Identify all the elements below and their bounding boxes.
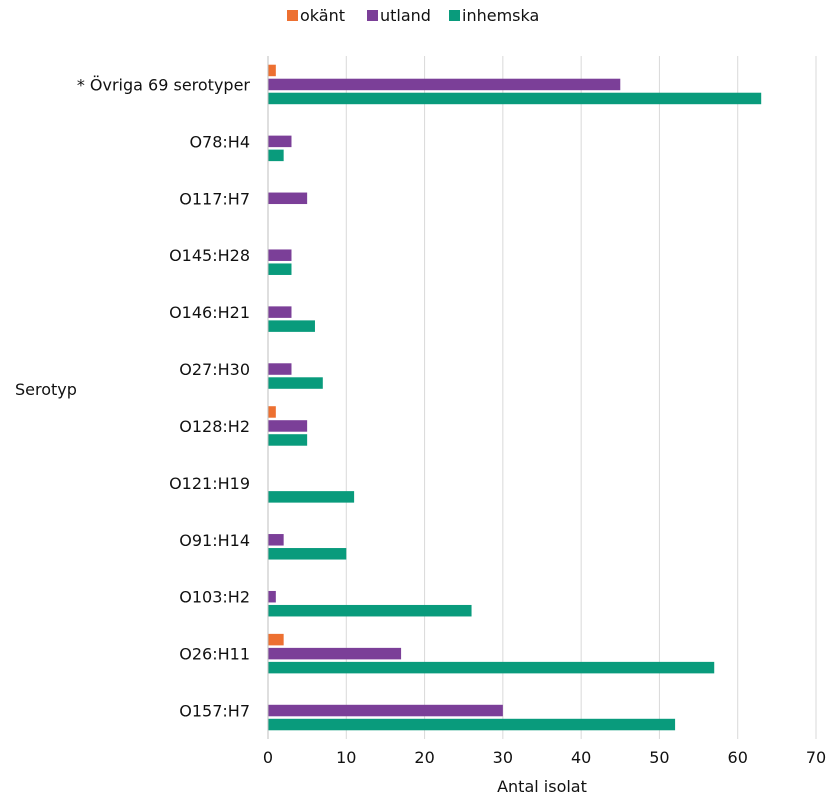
bar-utland <box>268 249 292 261</box>
bar-utland <box>268 192 308 205</box>
category-label: O145:H28 <box>169 246 250 265</box>
bar-inhemska <box>268 377 323 389</box>
bar-utland <box>268 647 402 660</box>
bar-inhemska <box>268 92 762 105</box>
category-label: O26:H11 <box>179 645 250 664</box>
bar-inhemska <box>268 434 308 446</box>
bar-utland <box>268 704 503 717</box>
bar-utland <box>268 135 292 148</box>
legend-swatch-utland <box>367 10 378 21</box>
category-label: O78:H4 <box>189 132 250 151</box>
bar-utland <box>268 590 276 603</box>
bar-inhemska <box>268 149 284 162</box>
category-label: O146:H21 <box>169 303 250 322</box>
category-label: O27:H30 <box>179 360 250 379</box>
gridlines <box>345 56 817 739</box>
bar-utland <box>268 534 284 546</box>
category-label: O121:H19 <box>169 474 250 493</box>
x-tick-label: 20 <box>414 748 434 767</box>
x-axis-title: Antal isolat <box>497 777 587 796</box>
x-tick-label: 50 <box>649 748 669 767</box>
bar-utland <box>268 420 308 432</box>
y-axis-title: Serotyp <box>15 380 77 399</box>
x-tick-labels: 0 10 20 30 40 50 60 70 <box>263 748 826 767</box>
legend-label: utland <box>380 6 431 25</box>
bar-inhemska <box>268 320 315 332</box>
category-label: O91:H14 <box>179 531 250 550</box>
x-tick-label: 40 <box>571 748 591 767</box>
bar-utland <box>268 78 621 91</box>
category-label: O117:H7 <box>179 189 250 208</box>
x-tick-label: 70 <box>806 748 826 767</box>
bar-inhemska <box>268 661 715 674</box>
category-labels: * Övriga 69 serotyper O78:H4 O117:H7 O145:H… <box>77 75 251 720</box>
bar-utland <box>268 306 292 318</box>
x-tick-label: 60 <box>728 748 748 767</box>
category-label: O157:H7 <box>179 702 250 721</box>
x-tick-label: 30 <box>493 748 513 767</box>
category-label: * Övriga 69 serotyper <box>77 75 251 94</box>
category-label: O128:H2 <box>179 417 250 436</box>
bar-utland <box>268 363 292 375</box>
legend-label: inhemska <box>462 6 539 25</box>
bar-inhemska <box>268 718 676 731</box>
bar-inhemska <box>268 604 472 617</box>
bar-inhemska <box>268 548 347 560</box>
bar-inhemska <box>268 263 292 275</box>
legend-swatch-inhemska <box>449 10 460 21</box>
bars <box>268 64 762 731</box>
legend-label: okänt <box>300 6 345 25</box>
legend-swatch-okänt <box>287 10 298 21</box>
legend: okänt utland inhemska <box>287 6 539 25</box>
x-tick-label: 10 <box>336 748 356 767</box>
bar-okänt <box>268 64 276 77</box>
bar-inhemska <box>268 491 355 503</box>
x-tick-label: 0 <box>263 748 273 767</box>
bar-okänt <box>268 406 276 418</box>
category-label: O103:H2 <box>179 588 250 607</box>
bar-okänt <box>268 633 284 646</box>
